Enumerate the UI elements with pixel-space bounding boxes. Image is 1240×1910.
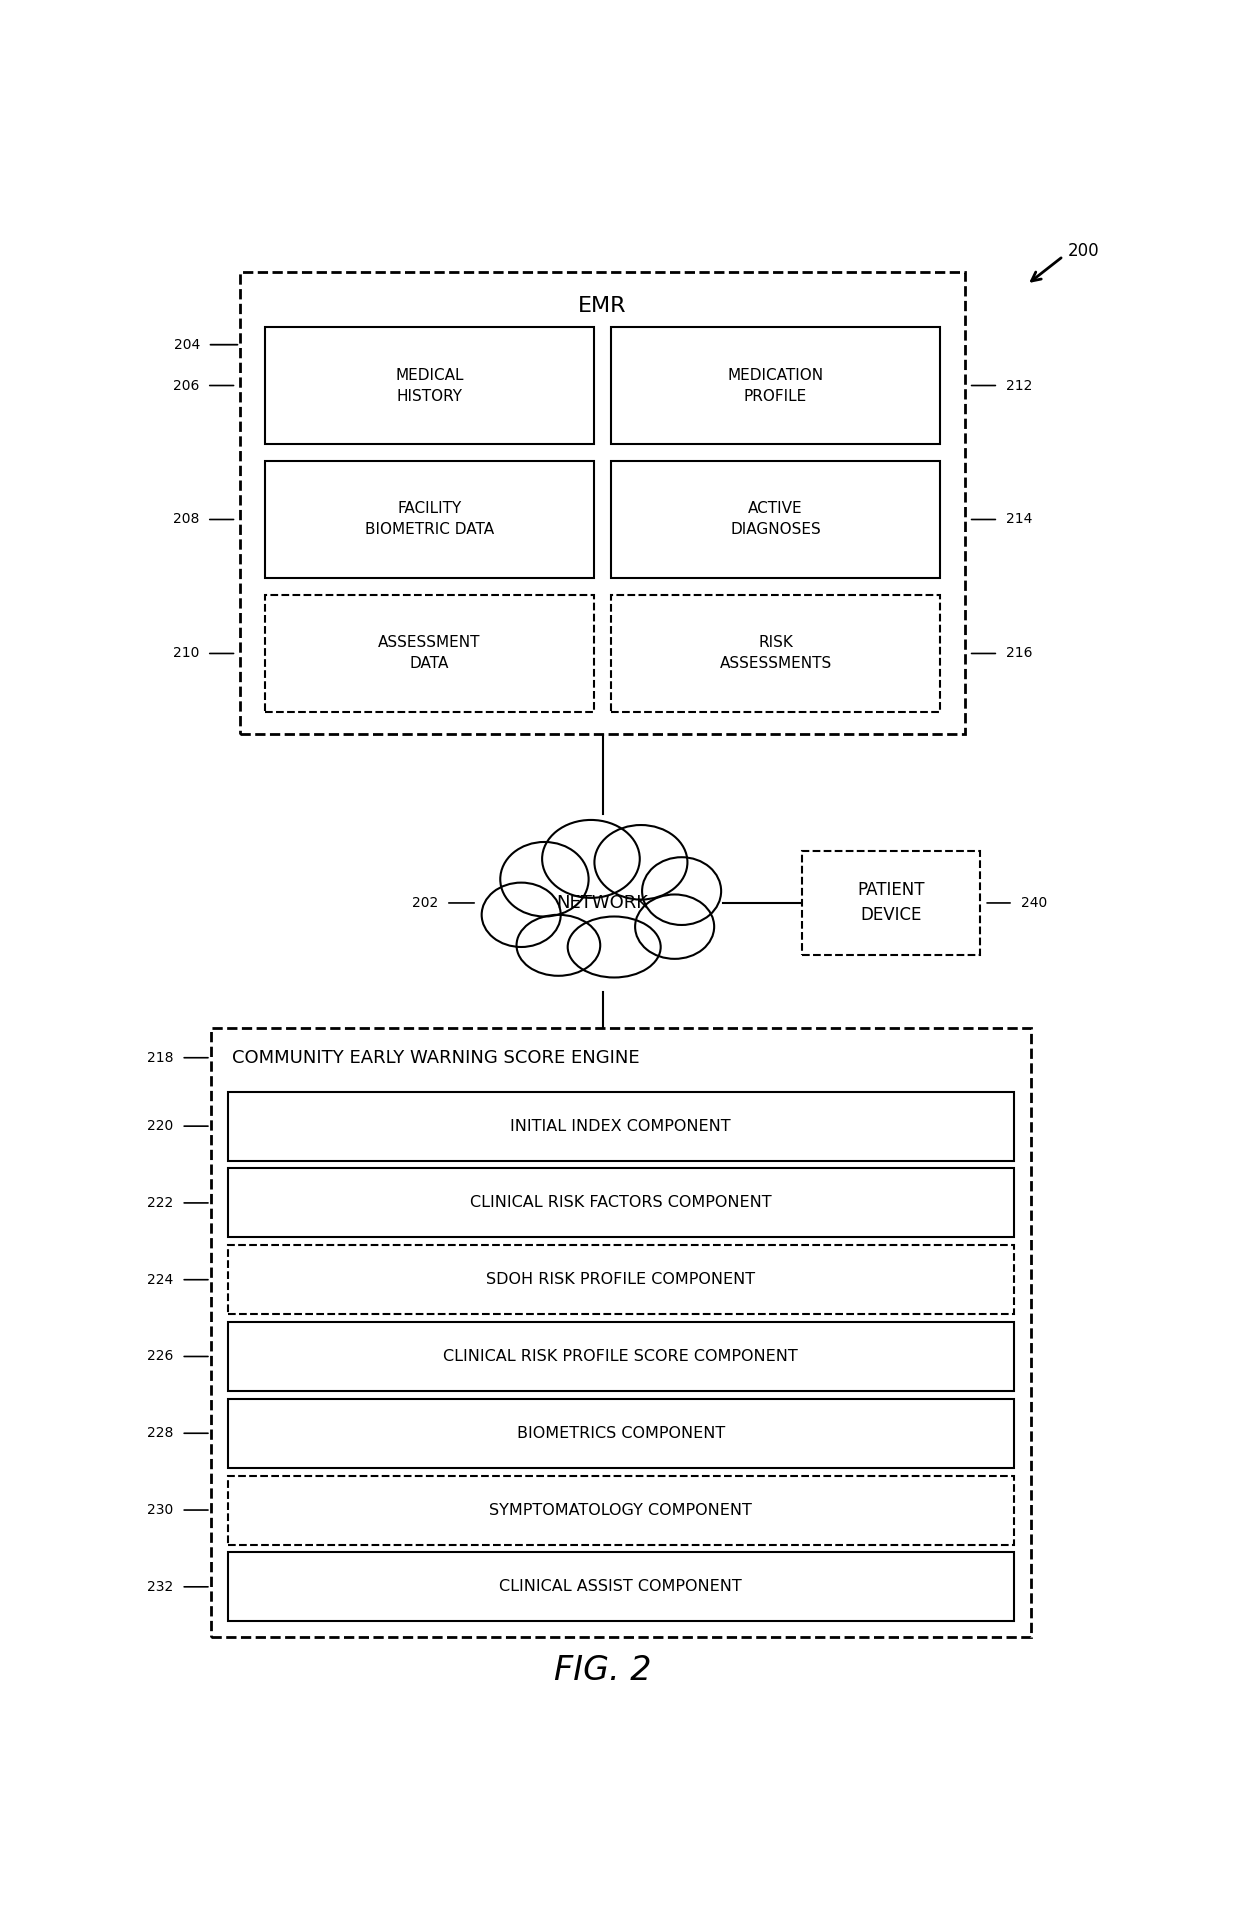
Text: 226: 226 (148, 1350, 174, 1364)
Text: PATIENT
DEVICE: PATIENT DEVICE (858, 881, 925, 924)
Ellipse shape (594, 825, 687, 900)
Text: 224: 224 (148, 1272, 174, 1287)
Ellipse shape (500, 842, 589, 917)
Ellipse shape (517, 915, 600, 976)
Bar (228, 1398, 1014, 1467)
Text: 220: 220 (148, 1119, 174, 1133)
Bar (265, 594, 594, 712)
Text: CLINICAL ASSIST COMPONENT: CLINICAL ASSIST COMPONENT (500, 1580, 743, 1595)
Bar (241, 271, 965, 733)
Text: 222: 222 (148, 1196, 174, 1209)
Text: 240: 240 (1021, 896, 1047, 909)
Bar (802, 852, 981, 955)
Text: 204: 204 (174, 338, 200, 351)
Ellipse shape (642, 858, 722, 924)
Ellipse shape (538, 871, 667, 934)
Text: 200: 200 (1068, 243, 1100, 260)
Bar (611, 460, 940, 579)
Ellipse shape (635, 894, 714, 959)
Text: MEDICAL
HISTORY: MEDICAL HISTORY (396, 367, 464, 403)
Text: 232: 232 (148, 1580, 174, 1593)
Text: 216: 216 (1006, 646, 1033, 661)
Bar (265, 460, 594, 579)
Text: 228: 228 (148, 1427, 174, 1440)
Bar (211, 1028, 1030, 1637)
Bar (228, 1322, 1014, 1390)
Bar (228, 1169, 1014, 1238)
Text: 230: 230 (148, 1503, 174, 1517)
Bar (228, 1553, 1014, 1622)
Text: FIG. 2: FIG. 2 (554, 1654, 651, 1687)
Text: EMR: EMR (578, 296, 626, 317)
Text: INITIAL INDEX COMPONENT: INITIAL INDEX COMPONENT (511, 1119, 732, 1135)
Text: COMMUNITY EARLY WARNING SCORE ENGINE: COMMUNITY EARLY WARNING SCORE ENGINE (233, 1049, 640, 1066)
Text: SYMPTOMATOLOGY COMPONENT: SYMPTOMATOLOGY COMPONENT (490, 1503, 753, 1518)
Text: SDOH RISK PROFILE COMPONENT: SDOH RISK PROFILE COMPONENT (486, 1272, 755, 1287)
Bar (265, 327, 594, 443)
Text: 202: 202 (412, 896, 438, 909)
Text: 208: 208 (172, 512, 200, 527)
Text: CLINICAL RISK PROFILE SCORE COMPONENT: CLINICAL RISK PROFILE SCORE COMPONENT (444, 1348, 799, 1364)
Text: FACILITY
BIOMETRIC DATA: FACILITY BIOMETRIC DATA (365, 502, 494, 537)
Bar (611, 327, 940, 443)
Ellipse shape (568, 917, 661, 978)
Bar (611, 594, 940, 712)
Text: 212: 212 (1006, 378, 1033, 393)
Bar (228, 1093, 1014, 1161)
Text: BIOMETRICS COMPONENT: BIOMETRICS COMPONENT (517, 1425, 725, 1440)
Text: NETWORK: NETWORK (557, 894, 649, 911)
Bar (228, 1476, 1014, 1545)
Text: CLINICAL RISK FACTORS COMPONENT: CLINICAL RISK FACTORS COMPONENT (470, 1196, 771, 1211)
Text: 206: 206 (172, 378, 200, 393)
Ellipse shape (481, 882, 560, 947)
Text: MEDICATION
PROFILE: MEDICATION PROFILE (728, 367, 823, 403)
Text: 218: 218 (148, 1050, 174, 1064)
Text: 210: 210 (172, 646, 200, 661)
Text: RISK
ASSESSMENTS: RISK ASSESSMENTS (719, 636, 832, 672)
Bar (228, 1245, 1014, 1314)
Text: ACTIVE
DIAGNOSES: ACTIVE DIAGNOSES (730, 502, 821, 537)
Ellipse shape (542, 819, 640, 898)
Text: ASSESSMENT
DATA: ASSESSMENT DATA (378, 636, 481, 672)
Text: 214: 214 (1006, 512, 1033, 527)
